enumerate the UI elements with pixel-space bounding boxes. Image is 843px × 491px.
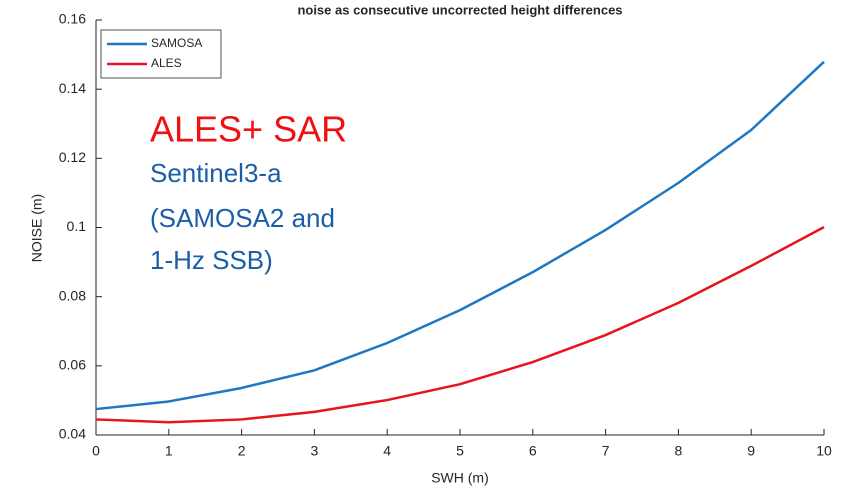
y-axis-label: NOISE (m) bbox=[29, 194, 45, 262]
legend-label: ALES bbox=[151, 56, 182, 70]
y-tick-label: 0.06 bbox=[59, 357, 86, 373]
y-tick-label: 0.1 bbox=[67, 218, 87, 234]
y-tick-label: 0.04 bbox=[59, 426, 86, 442]
legend-label: SAMOSA bbox=[151, 36, 202, 50]
annotation: (SAMOSA2 and bbox=[150, 203, 335, 233]
x-tick-label: 8 bbox=[675, 443, 683, 459]
y-tick-label: 0.08 bbox=[59, 287, 86, 303]
annotation: 1-Hz SSB) bbox=[150, 245, 273, 275]
annotation: ALES+ SAR bbox=[150, 109, 347, 150]
x-tick-label: 6 bbox=[529, 443, 537, 459]
y-tick-label: 0.16 bbox=[59, 11, 86, 27]
x-axis-label: SWH (m) bbox=[431, 470, 489, 486]
series-line bbox=[95, 60, 825, 411]
y-tick-label: 0.14 bbox=[59, 80, 86, 96]
x-tick-label: 9 bbox=[747, 443, 755, 459]
x-tick-label: 3 bbox=[311, 443, 319, 459]
x-tick-label: 7 bbox=[602, 443, 610, 459]
x-tick-label: 5 bbox=[456, 443, 464, 459]
x-tick-label: 4 bbox=[383, 443, 391, 459]
y-tick-label: 0.12 bbox=[59, 149, 86, 165]
x-tick-label: 2 bbox=[238, 443, 246, 459]
chart-title: noise as consecutive uncorrected height … bbox=[297, 2, 622, 17]
annotation: Sentinel3-a bbox=[150, 158, 282, 188]
x-tick-label: 10 bbox=[816, 443, 832, 459]
x-tick-label: 0 bbox=[92, 443, 100, 459]
series-line bbox=[95, 226, 825, 424]
legend-box bbox=[100, 29, 222, 79]
x-tick-label: 1 bbox=[165, 443, 173, 459]
